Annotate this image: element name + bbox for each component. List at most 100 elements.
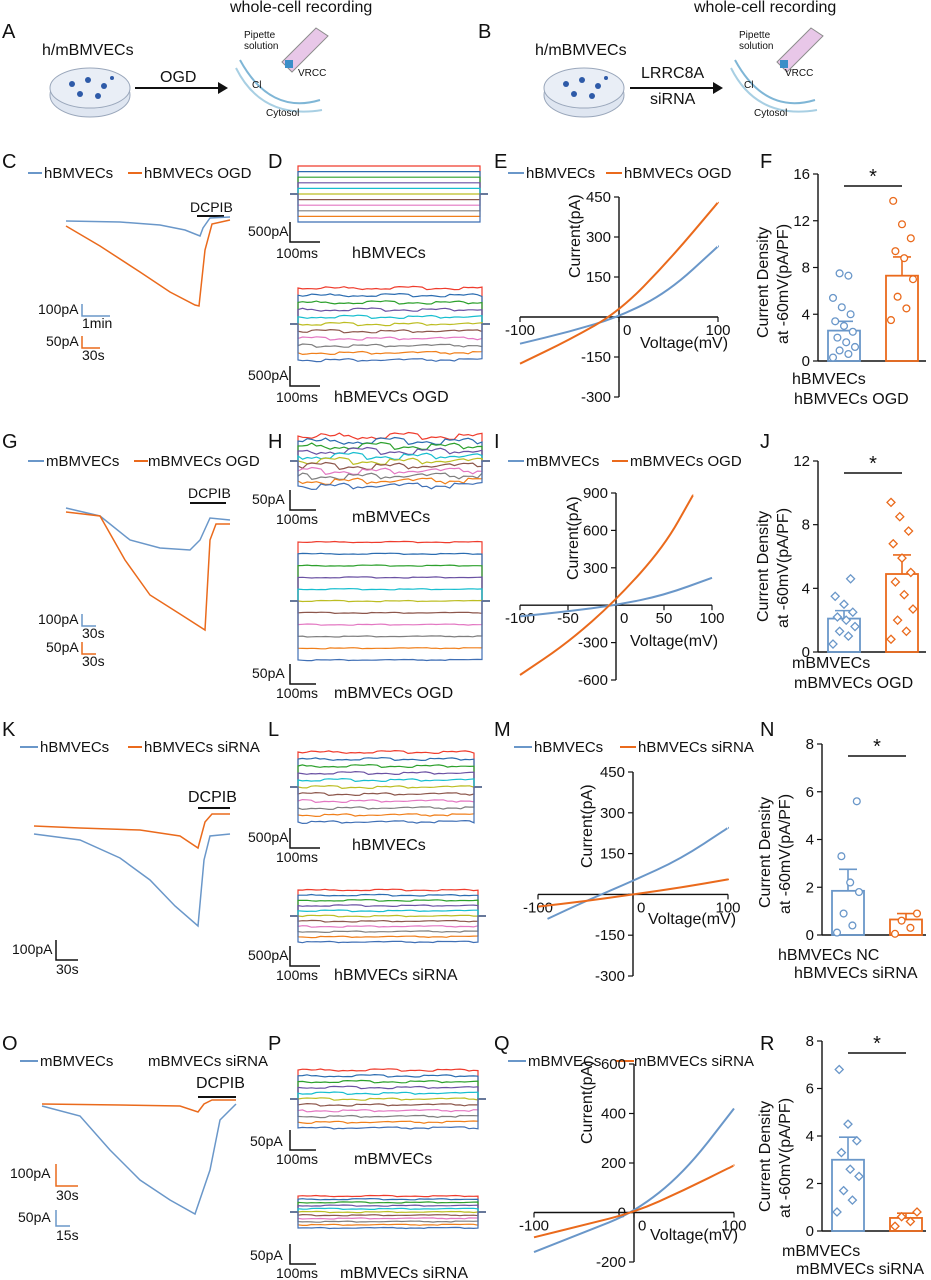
step-current-trace (290, 1098, 486, 1119)
arrow-a-head (218, 82, 228, 94)
bar-y-tick-label: 0 (806, 927, 814, 944)
step-current-trace (290, 456, 490, 466)
panel-label-L: L (268, 719, 279, 741)
bar-data-point (850, 621, 860, 632)
bar-data-point (906, 923, 915, 932)
bar-data-point (839, 599, 849, 610)
step-current-trace (290, 1097, 486, 1101)
panel-label-M: M (494, 719, 511, 741)
bar-data-point (899, 589, 910, 600)
step-current-trace (290, 460, 490, 476)
bar-data-point (835, 269, 844, 278)
step-current-trace (290, 1098, 486, 1107)
petri-dish-icon (49, 67, 131, 118)
bar-data-point (834, 1064, 845, 1075)
step-current-trace (290, 460, 490, 491)
legend-e-a: hBMVECs (526, 165, 595, 182)
bar-significance-star: * (873, 1033, 881, 1055)
trace-g-control (65, 507, 231, 551)
panel-label-R: R (760, 1033, 774, 1055)
bar-data-point (889, 196, 898, 205)
bar-f-ylabel-2: at -60mV(pA/PF) (775, 224, 792, 344)
drug-label-g: DCPIB (188, 485, 231, 501)
bar-y-tick-label: 0 (802, 353, 810, 370)
schematic-a-pipette-2: solution (244, 41, 278, 52)
iv-e-ylabel: Current(pA) (567, 194, 584, 278)
step-current-trace (290, 915, 486, 934)
bar-data-point (828, 353, 838, 362)
step-current-trace (290, 187, 488, 195)
step-current-trace (290, 749, 482, 788)
bar-data-point (843, 1119, 853, 1130)
legend-o-b: mBMVECs siRNA (148, 1053, 268, 1070)
bar-data-point (832, 612, 843, 622)
iv-m-ylabel: Current(pA) (579, 784, 596, 868)
bar-data-point (886, 634, 896, 645)
scale-h-top-t: 100ms (276, 511, 318, 527)
bar-chart-j: 0 4 8 12 * (793, 453, 926, 661)
bar-data-point (912, 1207, 922, 1217)
iv-series-line (519, 494, 694, 676)
trace-k-control (33, 833, 231, 928)
bar-f-cat-b: hBMVECs OGD (794, 391, 909, 408)
bar-data-point (830, 591, 841, 602)
panel-label-G: G (2, 431, 18, 453)
step-current-trace (290, 441, 490, 462)
bar-data-point (845, 573, 856, 584)
scale-l-bottom-t: 100ms (276, 967, 318, 983)
bar-data-point (832, 928, 842, 937)
bar-data-point (847, 607, 858, 618)
scale-d-bottom: 500pA (248, 367, 289, 383)
trace-o-treated (41, 1099, 236, 1113)
step-traces-h-top (290, 431, 490, 491)
steps-h-bottom-label: mBMVECs OGD (334, 685, 453, 702)
scale-bar-l-bottom (289, 946, 320, 967)
iv-y-tick-label: -150 (595, 927, 625, 944)
bar-r-ylabel-1: Current Density (757, 1101, 774, 1212)
iv-chart-e: -300 -150 150 300 450 -100 0 100 (505, 189, 731, 406)
scale-bar-c-2 (81, 336, 100, 349)
scale-p-bottom-t: 100ms (276, 1265, 318, 1280)
bar-j-cat-b: mBMVECs OGD (794, 675, 913, 692)
bar-chart-n: 0 2 4 6 8 * (806, 736, 926, 944)
step-current-trace (290, 540, 490, 602)
iv-y-tick-label: -600 (578, 672, 608, 689)
iv-x-tick-label: -100 (523, 899, 553, 916)
iv-chart-i: -600 -300 300 600 900 -100 -50 0 50 100 (505, 485, 725, 689)
step-current-trace (290, 1204, 486, 1213)
schematic-b-title: whole-cell recording (693, 0, 836, 16)
arrow-b-head (713, 82, 723, 94)
step-traces-d-bottom (290, 285, 490, 363)
bar-data-point (832, 1207, 842, 1217)
bar-y-tick-label: 0 (806, 1223, 814, 1240)
iv-chart-q: -200 0 200 400 600 -100 0 100 (519, 1056, 747, 1271)
step-current-trace (290, 1098, 486, 1130)
legend-m-a: hBMVECs (534, 739, 603, 756)
schematic-a-cytosol: Cytosol (266, 108, 299, 119)
steps-h-top-label: mBMVECs (352, 509, 430, 526)
bar-data-point (844, 349, 853, 359)
step-current-trace (290, 300, 490, 325)
scale-o-2: 50pA (18, 1209, 51, 1225)
legend-m-b: hBMVECs siRNA (638, 739, 754, 756)
step-current-trace (290, 786, 482, 804)
schematic-b-cl: Cl (744, 80, 753, 91)
iv-m-xlabel: Voltage(mV) (648, 911, 736, 928)
bar-y-tick-label: 4 (802, 580, 810, 597)
trace-o-control (41, 1103, 237, 1216)
iv-series-line (519, 245, 720, 345)
steps-d-bottom-label: hBMEVCs OGD (334, 389, 449, 406)
steps-d-top-label: hBMVECs (352, 245, 426, 262)
iv-x-tick-label: -100 (505, 322, 535, 339)
panel-label-I: I (494, 431, 500, 453)
step-current-trace (290, 193, 488, 206)
iv-y-tick-label: 600 (601, 1056, 626, 1073)
step-current-trace (290, 323, 490, 363)
iv-y-tick-label: 400 (601, 1106, 626, 1123)
step-current-trace (290, 436, 490, 462)
bar-data-point (847, 1195, 858, 1206)
panel-label-C: C (2, 151, 16, 173)
iv-series-line (547, 826, 730, 920)
iv-x-tick-label: 100 (715, 899, 740, 916)
